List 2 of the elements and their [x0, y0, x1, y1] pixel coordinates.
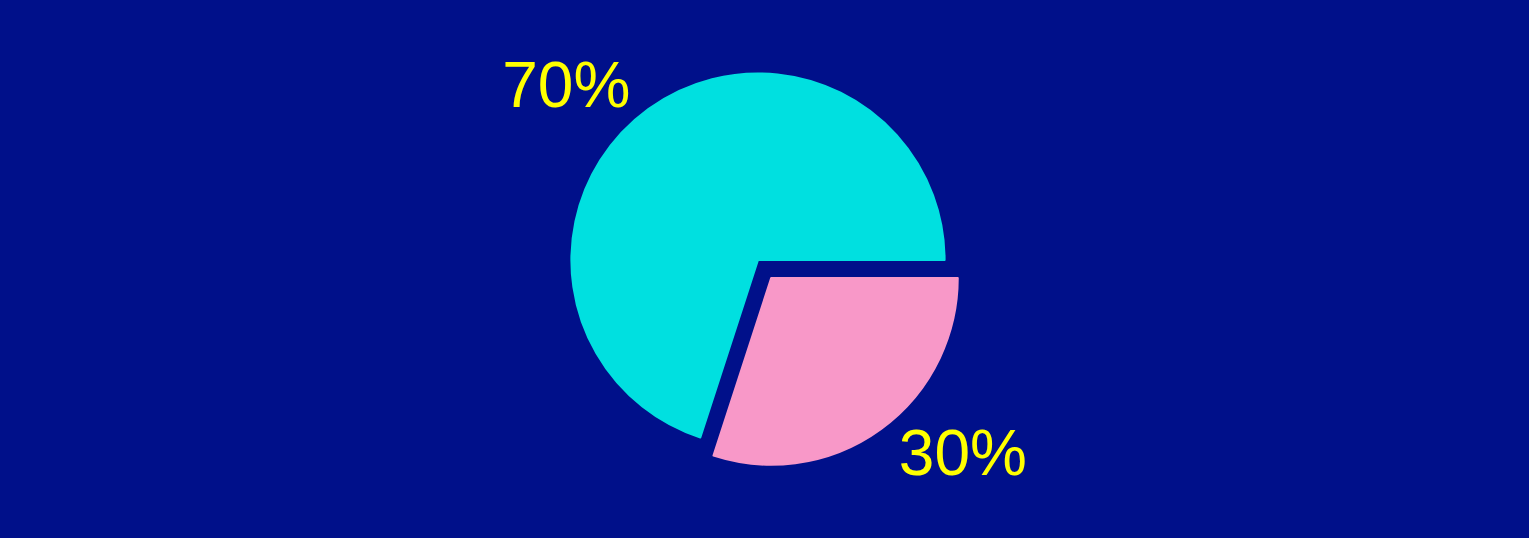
data-label: 30%: [898, 416, 1027, 489]
data-label: 70%: [502, 49, 631, 122]
